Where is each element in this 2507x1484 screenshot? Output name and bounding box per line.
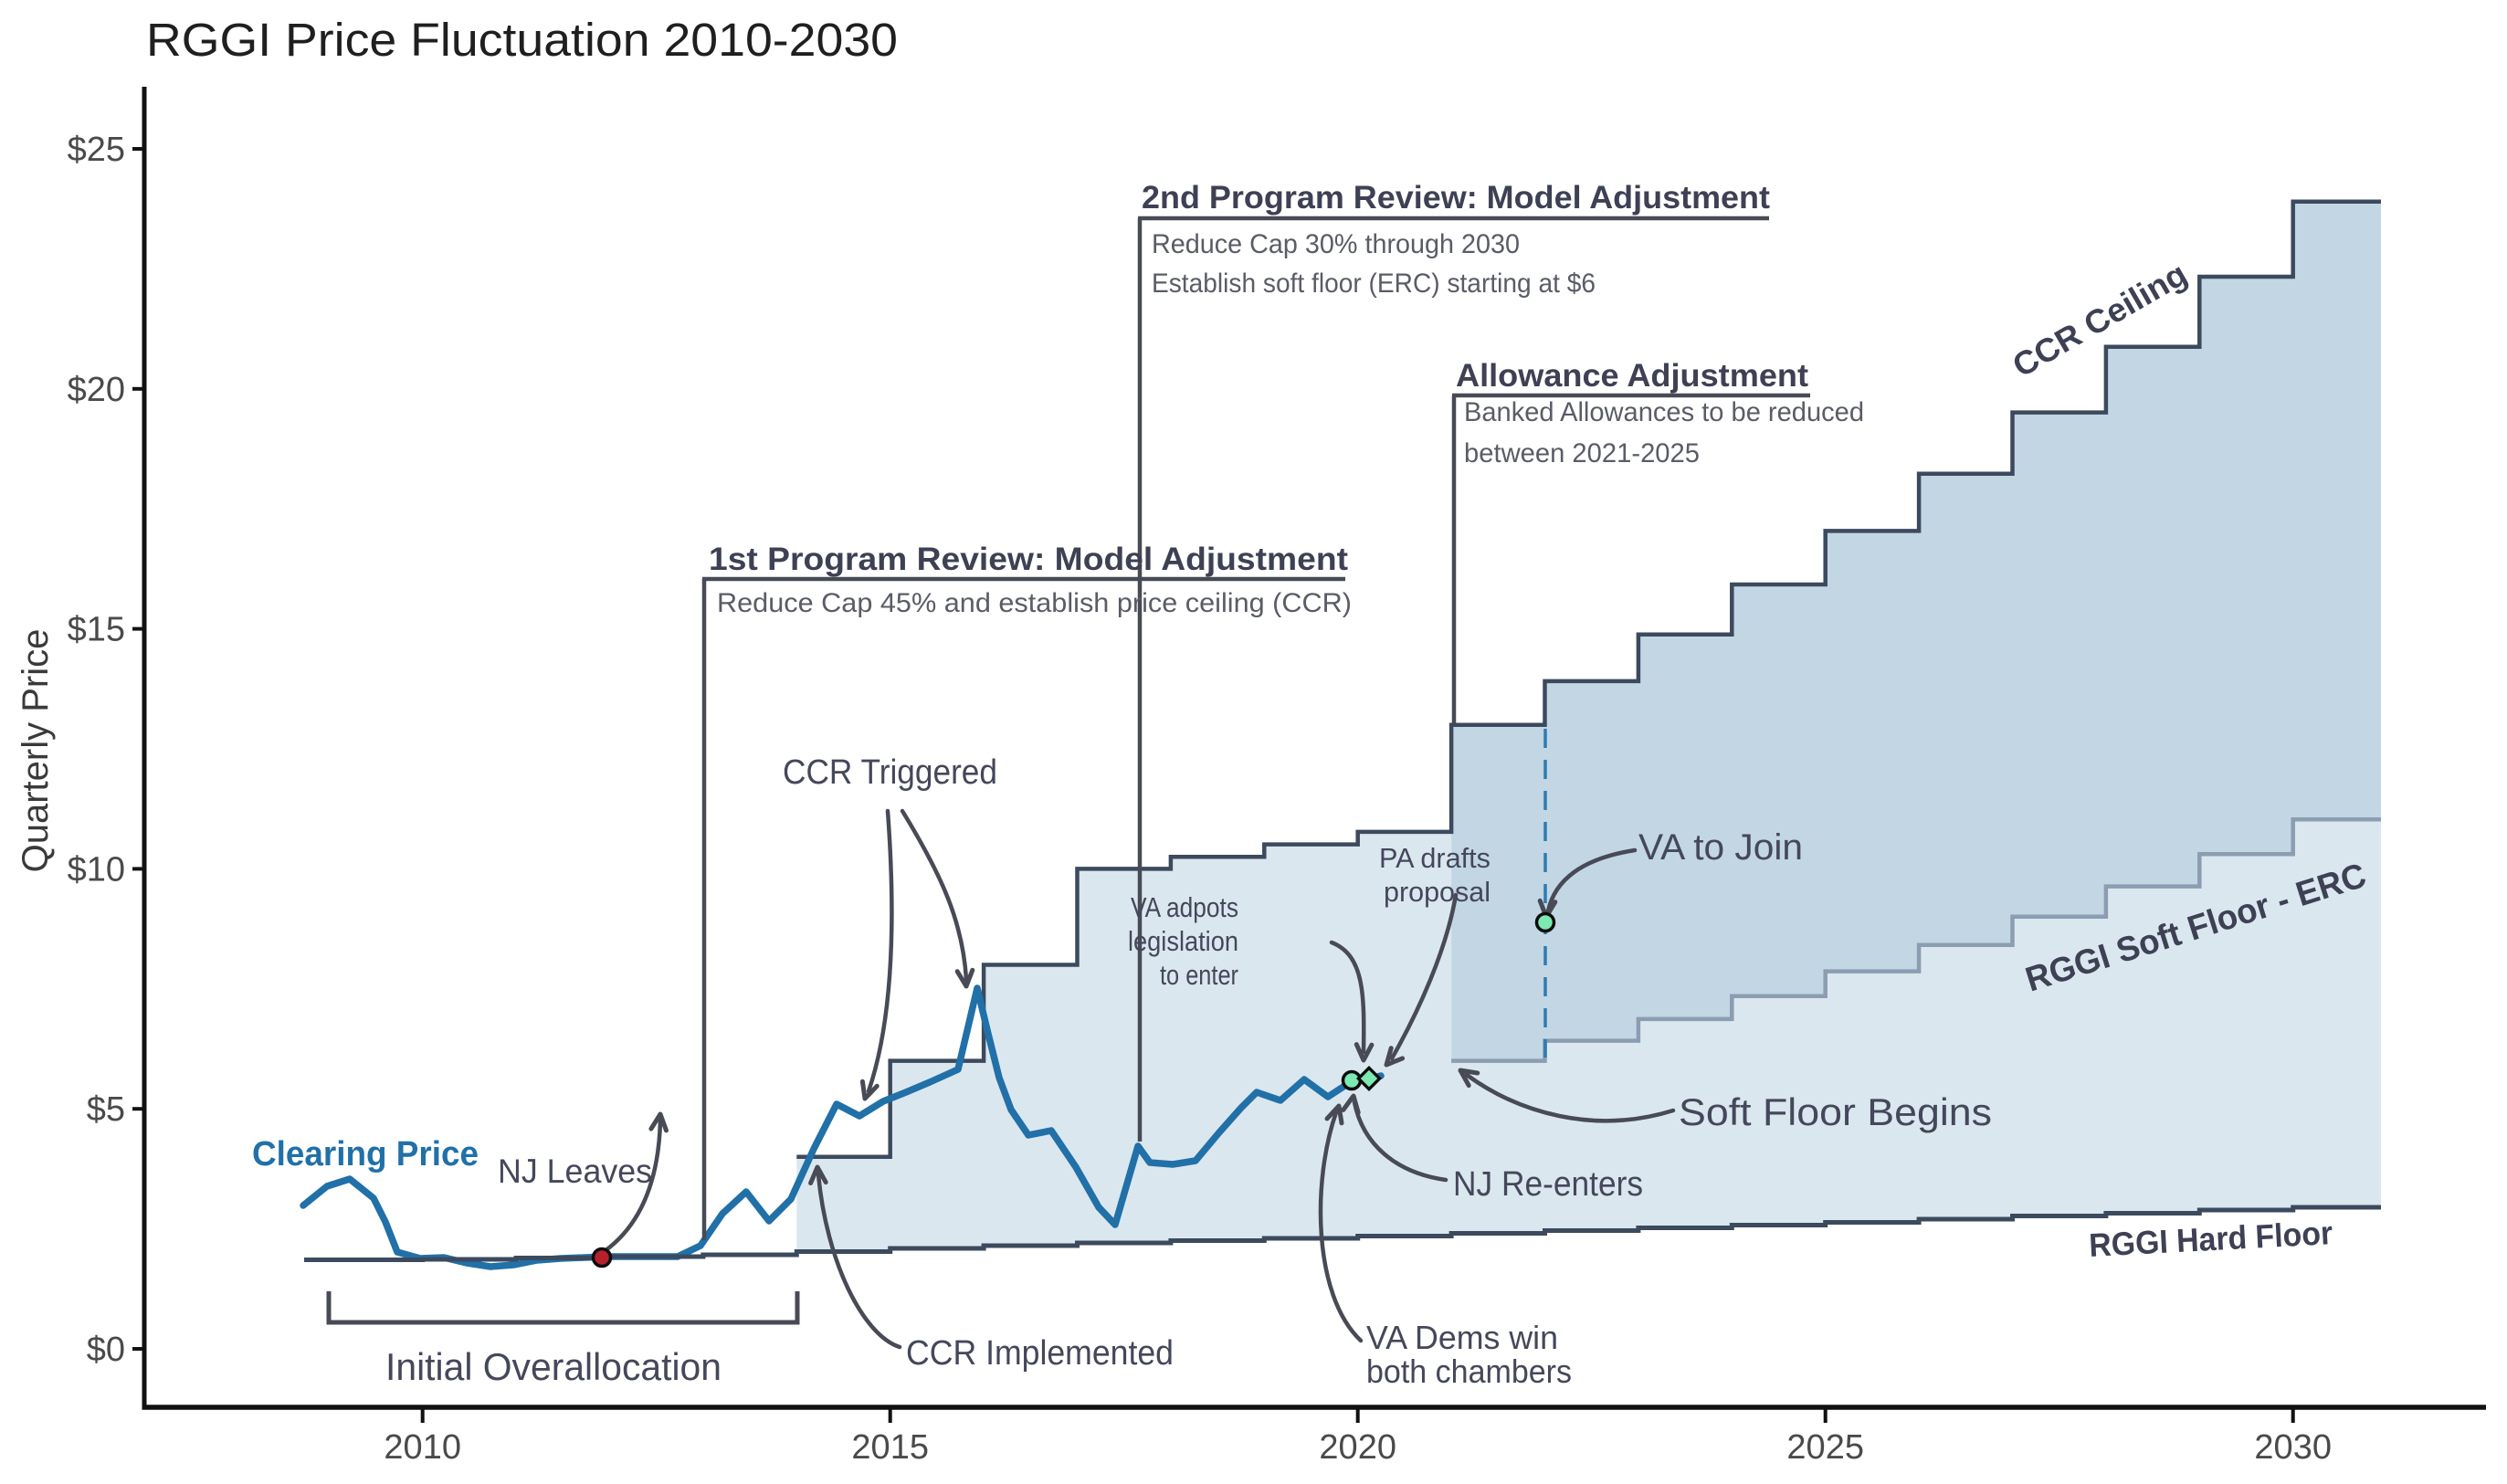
svg-text:Banked Allowances to be reduce: Banked Allowances to be reduced	[1464, 397, 1864, 427]
svg-text:VA Dems win: VA Dems win	[1366, 1319, 1558, 1356]
svg-text:Establish soft floor (ERC) sta: Establish soft floor (ERC) starting at $…	[1152, 268, 1596, 299]
svg-text:$5: $5	[87, 1090, 125, 1129]
svg-text:PA drafts: PA drafts	[1379, 842, 1491, 874]
svg-text:Quarterly Price: Quarterly Price	[16, 629, 56, 873]
svg-text:CCR Triggered: CCR Triggered	[783, 753, 997, 792]
svg-text:2010: 2010	[384, 1428, 461, 1467]
svg-text:2025: 2025	[1786, 1428, 1864, 1467]
svg-text:CCR Implemented: CCR Implemented	[906, 1334, 1174, 1373]
svg-text:$25: $25	[68, 131, 125, 169]
svg-text:Reduce Cap 45% and establish p: Reduce Cap 45% and establish price ceili…	[717, 588, 1352, 618]
svg-text:Initial Overallocation: Initial Overallocation	[385, 1345, 722, 1388]
svg-text:both chambers: both chambers	[1366, 1352, 1572, 1390]
svg-text:RGGI Price Fluctuation 2010-20: RGGI Price Fluctuation 2010-2030	[146, 14, 898, 66]
svg-text:VA adpots: VA adpots	[1131, 891, 1238, 923]
svg-text:to enter: to enter	[1160, 959, 1238, 991]
svg-text:NJ Leaves: NJ Leaves	[498, 1152, 652, 1190]
svg-text:VA to Join: VA to Join	[1638, 827, 1803, 868]
svg-text:1st Program Review: Model Adju: 1st Program Review: Model Adjustment	[709, 542, 1348, 577]
svg-text:$0: $0	[87, 1331, 125, 1369]
svg-text:Clearing Price: Clearing Price	[252, 1135, 479, 1174]
svg-text:proposal: proposal	[1384, 876, 1491, 908]
svg-text:2030: 2030	[2254, 1428, 2332, 1467]
svg-text:Reduce Cap 30% through 2030: Reduce Cap 30% through 2030	[1152, 229, 1520, 259]
svg-text:Allowance Adjustment: Allowance Adjustment	[1456, 358, 1808, 394]
svg-text:$15: $15	[68, 611, 125, 649]
svg-text:$20: $20	[68, 371, 125, 409]
svg-text:Soft Floor Begins: Soft Floor Begins	[1679, 1090, 1992, 1133]
svg-text:2nd Program Review: Model Adju: 2nd Program Review: Model Adjustment	[1142, 180, 1770, 216]
svg-text:between 2021-2025: between 2021-2025	[1464, 438, 1700, 468]
svg-text:NJ Re-enters: NJ Re-enters	[1453, 1165, 1643, 1204]
svg-text:2015: 2015	[851, 1428, 929, 1467]
svg-text:2020: 2020	[1319, 1428, 1396, 1467]
svg-text:$10: $10	[68, 850, 125, 889]
svg-text:legislation: legislation	[1128, 925, 1238, 957]
